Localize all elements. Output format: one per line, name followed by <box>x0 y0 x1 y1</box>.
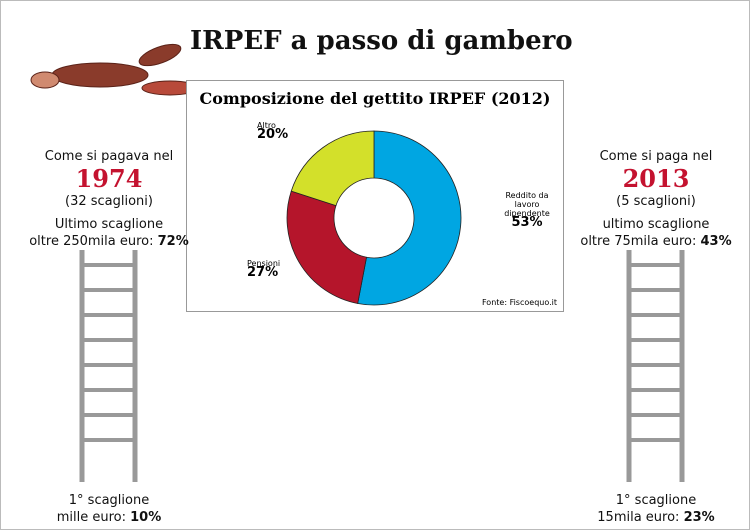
value-label: 27% <box>247 265 279 280</box>
intro: Come si pagava nel <box>44 149 174 164</box>
chart-box: Composizione del gettito IRPEF (2012) Fo… <box>186 80 564 312</box>
donut-slice <box>286 190 367 304</box>
brackets: (5 scaglioni) <box>616 194 696 209</box>
ladder-left <box>79 250 138 482</box>
brackets: (32 scaglioni) <box>65 194 153 209</box>
category-label: Pensioni <box>247 259 281 268</box>
category-label: Altro <box>257 121 276 130</box>
then-panel: Come si pagava nel 1974 (32 scaglioni) U… <box>24 148 194 250</box>
rate: 23% <box>683 510 715 525</box>
category-label: Reddito da lavoro dipendente <box>504 191 550 218</box>
last-line: oltre 250mila euro: 72% <box>24 233 194 250</box>
ladder-right <box>626 250 685 482</box>
value-label: 53% <box>511 215 543 230</box>
lobster <box>30 43 199 96</box>
donut-slice <box>357 130 462 306</box>
amount: mille euro: <box>56 510 126 525</box>
value-label: 20% <box>257 127 289 142</box>
slice-label: Altro 20% <box>257 121 297 142</box>
amount: oltre 250mila euro: <box>29 234 154 249</box>
year: 1974 <box>75 164 143 193</box>
donut-chart <box>286 130 462 306</box>
first-label: 1° scaglione <box>68 493 150 508</box>
title: IRPEF a passo di gambero <box>190 26 573 56</box>
then-first: 1° scaglione mille euro: 10% <box>24 492 194 526</box>
rate: 72% <box>157 234 189 249</box>
last-label: ultimo scaglione <box>602 217 710 232</box>
first-line: 15mila euro: 23% <box>571 509 741 526</box>
year: 2013 <box>622 164 690 193</box>
first-label: 1° scaglione <box>615 493 697 508</box>
slice-label: Pensioni 27% <box>247 259 287 280</box>
last-line: oltre 75mila euro: 43% <box>571 233 741 250</box>
first-line: mille euro: 10% <box>24 509 194 526</box>
source: Fonte: Fiscoequo.it <box>481 298 557 307</box>
now-first: 1° scaglione 15mila euro: 23% <box>571 492 741 526</box>
amount: oltre 75mila euro: <box>580 234 697 249</box>
last-label: Ultimo scaglione <box>54 217 164 232</box>
now-panel: Come si paga nel 2013 (5 scaglioni) ulti… <box>571 148 741 250</box>
amount: 15mila euro: <box>597 510 680 525</box>
slice-label: Reddito da lavoro dipendente 53% <box>497 191 557 230</box>
donut-slice <box>290 130 375 207</box>
chart-title: Composizione del gettito IRPEF (2012) <box>199 89 551 108</box>
intro: Come si paga nel <box>599 149 713 164</box>
rate: 10% <box>130 510 162 525</box>
rate: 43% <box>700 234 732 249</box>
